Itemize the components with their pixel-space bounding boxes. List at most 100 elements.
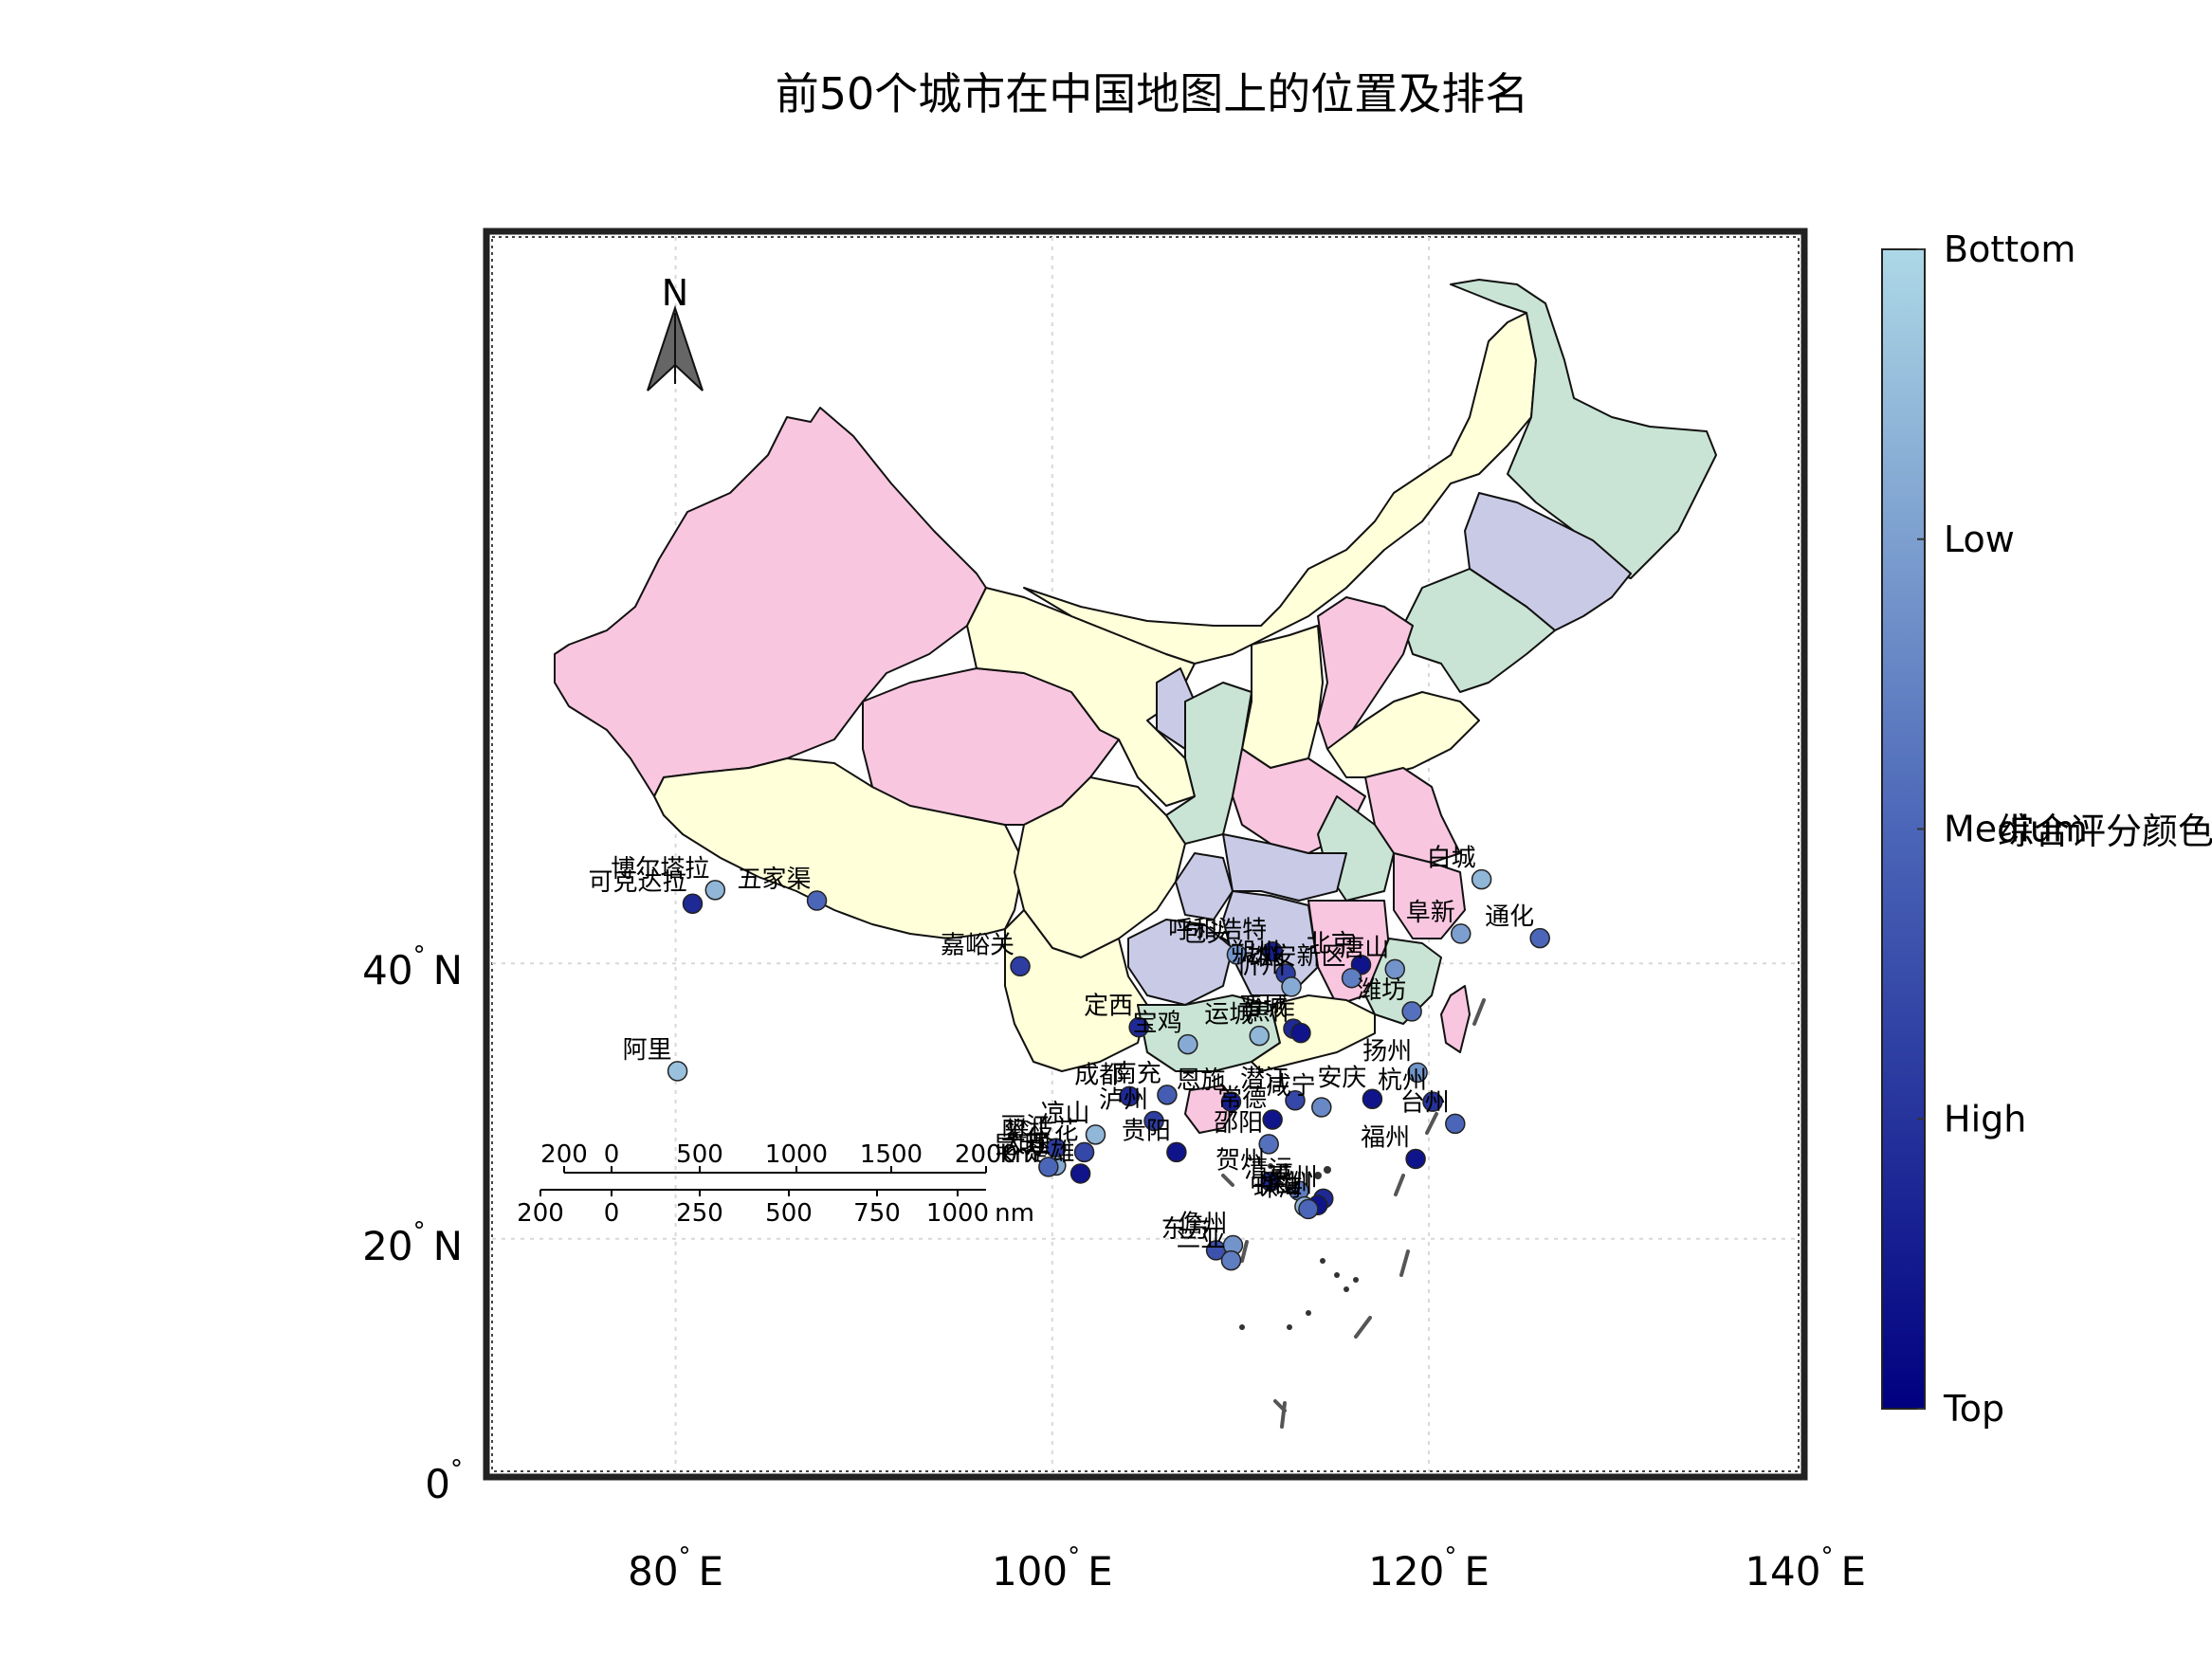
city-point: 五家渠	[738, 866, 828, 911]
city-marker	[1262, 1109, 1283, 1130]
city-label: 深圳	[1263, 1170, 1312, 1198]
city-marker	[1073, 1141, 1095, 1163]
city-marker	[1249, 1025, 1271, 1047]
city-label: 三亚	[1176, 1226, 1225, 1254]
city-label: 清远	[1244, 1156, 1293, 1184]
city-marker	[806, 890, 828, 911]
city-point: 凉山	[1040, 1100, 1106, 1145]
city-point: 宝鸡	[1133, 1010, 1198, 1055]
city-marker	[1166, 1141, 1187, 1163]
city-point: 白城	[1427, 845, 1492, 890]
city-point: 楚雄	[1026, 1139, 1091, 1184]
city-point: 珠海	[1253, 1174, 1319, 1220]
scale-km-label: 1000	[765, 1140, 828, 1169]
city-label: 扬州	[1362, 1037, 1412, 1066]
latitude-tick-label: 0°	[425, 1455, 463, 1507]
city-label: 贺州	[1216, 1146, 1265, 1175]
city-marker	[1010, 956, 1031, 977]
city-point: 雄安新区	[1248, 943, 1362, 989]
colorbar: Bottom Low Medium High Top 综合评分颜色	[1881, 228, 2212, 1430]
city-label: 安庆	[1317, 1064, 1366, 1092]
city-point: 东方	[1161, 1215, 1227, 1261]
city-label: 惠州	[1269, 1163, 1318, 1192]
city-marker	[1401, 1001, 1422, 1022]
city-label: 唐山	[1340, 934, 1389, 962]
city-label: 儋州	[1178, 1211, 1227, 1239]
city-marker	[1311, 1097, 1332, 1118]
colorbar-tick-label: High	[1944, 1098, 2026, 1139]
city-point: 嘉峪关	[941, 931, 1031, 977]
province-guangdong	[1251, 994, 1376, 1072]
city-marker	[1260, 1171, 1281, 1193]
city-label: 宝鸡	[1133, 1010, 1182, 1038]
city-label: 呼和浩特	[1168, 917, 1267, 945]
city-marker	[1220, 1249, 1242, 1271]
city-point: 杭州	[1378, 1066, 1443, 1112]
city-point: 成都	[1074, 1061, 1140, 1107]
scale-km-label: 500	[676, 1140, 723, 1169]
city-marker	[1341, 967, 1362, 989]
city-marker	[1298, 1198, 1319, 1220]
south-china-sea-islands	[1239, 1163, 1359, 1330]
city-marker	[1407, 1062, 1428, 1084]
city-marker	[1085, 1124, 1106, 1145]
city-label: 晋城	[1238, 994, 1288, 1022]
city-label: 忻州	[1236, 952, 1286, 980]
city-marker	[682, 893, 704, 914]
city-point: 包头	[1181, 920, 1248, 965]
longitude-tick-label: 100° E	[992, 1542, 1113, 1595]
city-point: 泸州	[1099, 1085, 1164, 1132]
city-label: 邵阳	[1214, 1109, 1263, 1138]
city-marker	[1157, 1085, 1178, 1105]
city-label: 包头	[1181, 920, 1231, 948]
city-point: 三亚	[1176, 1226, 1242, 1271]
scale-km-label: 2000	[955, 1140, 1017, 1169]
city-label: 昆明	[994, 1132, 1043, 1160]
city-point: 忻州	[1236, 952, 1302, 997]
city-point: 贺州	[1216, 1146, 1281, 1193]
city-point: 阿里	[623, 1036, 688, 1082]
city-marker	[667, 1061, 688, 1082]
scale-nm-label: 1000	[926, 1199, 989, 1228]
scale-km-unit: km	[1000, 1140, 1038, 1169]
city-marker	[1362, 1088, 1383, 1110]
city-point: 台州	[1400, 1088, 1466, 1135]
city-label: 泸州	[1099, 1085, 1148, 1114]
city-point: 潍坊	[1357, 976, 1422, 1022]
city-marker	[704, 880, 726, 901]
city-marker	[1471, 868, 1492, 890]
city-marker	[1422, 1091, 1443, 1112]
city-label: 定西	[1084, 993, 1133, 1021]
city-label: 丽江	[1001, 1113, 1051, 1141]
city-label: 潍坊	[1357, 976, 1406, 1005]
scale-nm-label: 500	[765, 1199, 813, 1228]
longitude-tick-label: 80° E	[628, 1542, 723, 1595]
scale-nm-unit: nm	[995, 1199, 1034, 1228]
city-point: 清远	[1244, 1156, 1309, 1201]
colorbar-tick-label: Low	[1944, 519, 2015, 560]
city-point: 恩施	[1176, 1066, 1242, 1112]
province-zhejiang	[1393, 852, 1466, 939]
china-provinces	[554, 279, 1717, 1134]
latitude-tick-label: 20° N	[362, 1217, 463, 1269]
city-marker	[1119, 1085, 1140, 1107]
scale-nm-label: 0	[604, 1199, 620, 1228]
city-marker	[1178, 1033, 1198, 1055]
city-point: 扬州	[1362, 1037, 1428, 1084]
city-point: 安庆	[1317, 1064, 1383, 1110]
city-label: 常德	[1217, 1085, 1267, 1113]
city-point: 呼和浩特	[1168, 917, 1283, 962]
south-china-sea-dashes	[1221, 998, 1486, 1429]
city-label: 福州	[1361, 1123, 1410, 1152]
city-point: 定西	[1084, 993, 1149, 1038]
city-label: 南充	[1112, 1060, 1161, 1088]
city-point: 焦作	[1246, 998, 1311, 1044]
city-point: 常德	[1217, 1085, 1283, 1130]
city-point: 通化	[1485, 903, 1550, 949]
city-point: 攀枝花	[1005, 1117, 1095, 1163]
city-marker	[1445, 1113, 1466, 1135]
latitude-ticks: 40° N 20° N 0°	[362, 941, 463, 1507]
province-taiwan	[1440, 985, 1471, 1053]
scale-nm-label: 250	[676, 1199, 723, 1228]
